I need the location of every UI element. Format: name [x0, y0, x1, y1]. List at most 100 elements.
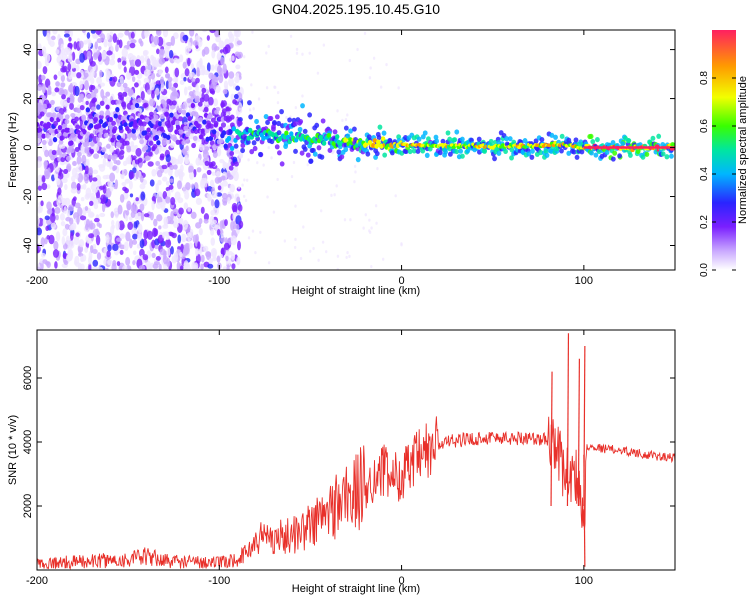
spectrogram-noise-blob: [102, 184, 107, 194]
spectrogram-noise-blob: [148, 82, 155, 91]
spectrogram-noise-blob: [187, 207, 192, 212]
spectrogram-noise-blob: [162, 224, 169, 229]
spectrogram-ridge-halo: [79, 93, 85, 99]
spectrogram-noise-blob: [103, 38, 108, 48]
spectrogram-noise-blob: [134, 144, 138, 149]
spectrogram-noise-blob: [115, 220, 120, 231]
spectrogram-noise-blob: [79, 215, 87, 221]
spectrogram-ridge-halo: [314, 122, 320, 128]
spectrogram-noise-blob: [68, 204, 75, 212]
spectrogram-ridge-halo: [166, 122, 171, 129]
spectrogram-ridge-halo: [108, 125, 114, 131]
spectrogram-noise-blob: [155, 202, 163, 209]
spectrogram-ridge-halo: [110, 99, 116, 105]
spectrogram-noise-blob: [165, 154, 171, 163]
spectrogram-noise-blob: [236, 196, 241, 203]
spectrogram-ridge-halo: [574, 154, 580, 160]
spectrogram-noise-blob: [216, 147, 222, 157]
spectrogram-noise-blob: [37, 244, 40, 253]
spectrogram-noise-blob: [159, 49, 164, 60]
spectrogram-noise-blob: [74, 64, 80, 72]
spectrogram-noise-blob: [126, 203, 131, 211]
spectrogram-noise-blob: [227, 197, 231, 204]
spectrogram-noise-blob: [213, 30, 221, 37]
spectrogram-noise-blob: [165, 195, 171, 204]
spectrogram-noise-blob: [306, 163, 309, 167]
spectrogram-noise-blob: [228, 77, 234, 87]
spectrogram-noise-blob: [176, 180, 182, 190]
spectrogram-noise-blob: [81, 154, 87, 165]
spectrogram-ridge-halo: [447, 151, 453, 157]
spectrogram-ridge-halo: [234, 161, 239, 167]
spectrogram-noise-blob: [115, 99, 122, 105]
spectrogram-ridge-halo: [628, 152, 633, 158]
spectrogram-ridge-core: [159, 126, 164, 132]
spectrogram-noise-blob: [230, 93, 235, 101]
spectrogram-noise-blob: [92, 177, 98, 182]
spectrogram-ridge-halo: [530, 148, 535, 154]
spectrogram-noise-blob: [170, 210, 174, 221]
spectrogram-noise-blob: [70, 181, 77, 191]
spectrogram-noise-blob: [146, 230, 154, 240]
spectrogram-noise-blob: [221, 180, 228, 187]
spectrogram-ridge-halo: [193, 128, 199, 135]
spectrogram-noise-blob: [158, 165, 162, 170]
spectrogram-ridge-core: [223, 143, 228, 149]
spectrogram-noise-blob: [184, 68, 190, 77]
spectrogram-noise-blob: [88, 166, 93, 176]
spectrogram-noise-blob: [217, 185, 222, 191]
spectrogram-noise-blob: [201, 137, 205, 146]
spectrogram-ridge-halo: [593, 152, 599, 158]
colorbar-tick-label: 0.4: [699, 167, 710, 181]
spectrogram-noise-blob: [370, 264, 373, 269]
spectrogram-noise-blob: [208, 258, 214, 264]
spectrogram-noise-blob: [96, 190, 101, 200]
spectrogram-noise-blob: [336, 109, 339, 113]
spectrogram-ridge-halo: [258, 151, 263, 158]
spectrogram-ridge-halo: [588, 133, 594, 140]
snr-spike: [566, 333, 570, 507]
spectrogram-noise-blob: [63, 33, 70, 38]
spectrogram-noise-blob: [214, 84, 221, 94]
spectrogram-noise-blob: [272, 210, 276, 214]
spectrogram-noise-blob: [77, 172, 84, 183]
spectrogram-ridge-halo: [192, 135, 198, 141]
spectrogram-noise-blob: [199, 179, 205, 189]
spectrogram-noise-blob: [181, 233, 187, 243]
spectrogram-noise-blob: [173, 221, 179, 229]
spectrogram-ridge-halo: [44, 170, 50, 176]
spectrogram-ridge-halo: [174, 120, 180, 126]
spectrogram-noise-blob: [74, 261, 80, 267]
spectrogram-noise-blob: [139, 175, 144, 183]
spectrogram-noise-blob: [368, 218, 371, 222]
spectrogram-ridge-halo: [41, 94, 46, 101]
spectrogram-ridge-core: [156, 140, 161, 146]
spectrogram-ridge-halo: [156, 130, 162, 136]
spectrogram-noise-blob: [183, 86, 188, 96]
spectrogram-x-tick-label: 100: [575, 275, 593, 287]
spectrogram-ridge-core: [284, 130, 289, 136]
colorbar-ticks: 0.0 0.2 0.4 0.6 0.8: [699, 71, 736, 277]
spectrogram-noise-blob: [192, 40, 198, 46]
spectrogram-ridge-halo: [139, 125, 145, 132]
spectrogram-noise-blob: [267, 44, 270, 48]
spectrogram-ridge-halo: [274, 144, 280, 150]
snr-frame: [36, 329, 676, 571]
spectrogram-ridge-halo: [131, 132, 136, 138]
spectrogram-noise-blob: [302, 225, 305, 229]
spectrogram-noise-blob: [179, 173, 184, 182]
spectrogram-noise-blob: [60, 220, 66, 227]
spectrogram-noise-blob: [95, 197, 101, 205]
spectrogram-ridge-halo: [191, 142, 197, 149]
spectrogram-ridge-halo: [37, 75, 39, 80]
spectrogram-noise-blob: [324, 250, 328, 254]
spectrogram-ridge-halo: [66, 155, 71, 162]
spectrogram-ridge-halo: [544, 152, 550, 158]
spectrogram-noise-blob: [134, 59, 142, 67]
spectrogram-noise-blob: [237, 186, 241, 190]
spectrogram-noise-blob: [248, 108, 252, 112]
spectrogram-noise-blob: [226, 264, 230, 270]
spectrogram-ridge-halo: [147, 151, 153, 157]
spectrogram-noise-blob: [236, 210, 240, 214]
spectrogram-noise-blob: [379, 85, 383, 89]
